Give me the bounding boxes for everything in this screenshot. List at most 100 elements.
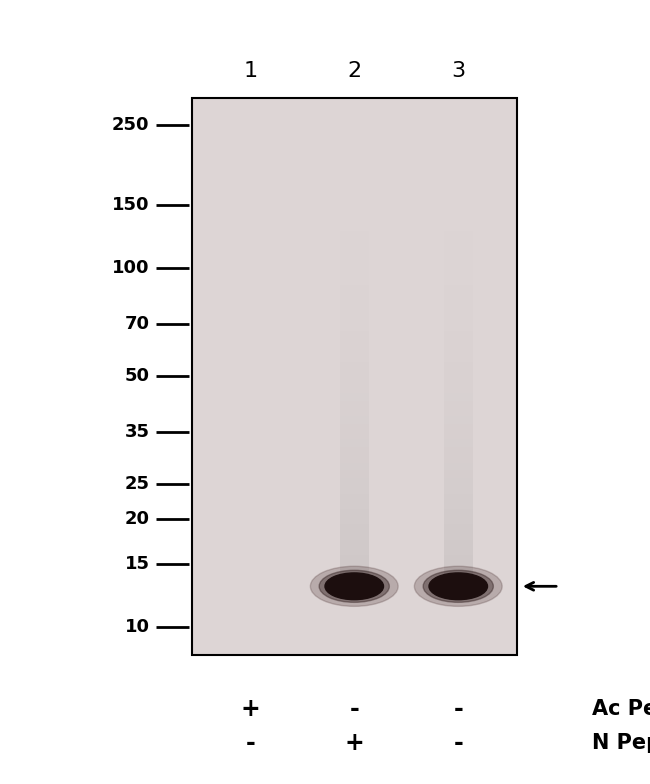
Bar (444, 540, 473, 548)
Ellipse shape (319, 570, 389, 602)
Bar (340, 285, 369, 292)
Text: -: - (349, 697, 359, 720)
Text: 35: 35 (125, 423, 150, 441)
Bar (340, 408, 369, 416)
Ellipse shape (423, 570, 493, 602)
Bar (444, 463, 473, 470)
Bar (340, 571, 369, 579)
Bar (340, 354, 369, 362)
Bar (340, 424, 369, 432)
Bar (340, 540, 369, 548)
Bar (444, 285, 473, 292)
Text: 2: 2 (347, 60, 361, 81)
Bar (340, 463, 369, 470)
Bar (444, 493, 473, 501)
Bar (340, 439, 369, 447)
Bar (340, 262, 369, 270)
Bar (340, 331, 369, 339)
Text: +: + (344, 731, 364, 755)
Text: +: + (240, 697, 260, 720)
Bar (340, 501, 369, 509)
Bar (444, 416, 473, 424)
Bar (444, 393, 473, 401)
Bar (340, 370, 369, 378)
Bar (444, 339, 473, 347)
Text: Ac Peptide: Ac Peptide (592, 699, 650, 719)
Bar (340, 579, 369, 586)
Bar (444, 501, 473, 509)
Bar (340, 270, 369, 277)
Bar (444, 470, 473, 478)
Bar (444, 424, 473, 432)
Bar (444, 362, 473, 370)
Bar (340, 416, 369, 424)
Text: 250: 250 (112, 117, 150, 134)
Bar (340, 378, 369, 385)
Bar (192, 98, 517, 655)
Bar (444, 292, 473, 300)
Ellipse shape (429, 573, 488, 600)
Bar (444, 370, 473, 378)
Bar (340, 563, 369, 571)
Bar (444, 439, 473, 447)
Bar (444, 354, 473, 362)
Bar (340, 524, 369, 532)
Bar (340, 254, 369, 262)
Bar (340, 401, 369, 408)
Bar (340, 517, 369, 524)
Text: -: - (454, 731, 463, 755)
Text: 3: 3 (451, 60, 465, 81)
Bar (444, 408, 473, 416)
Ellipse shape (310, 566, 398, 606)
Bar (340, 532, 369, 540)
Bar (444, 324, 473, 331)
Text: -: - (454, 697, 463, 720)
Bar (444, 432, 473, 439)
Bar (444, 563, 473, 571)
Bar (340, 455, 369, 463)
Bar (444, 246, 473, 254)
Bar (340, 486, 369, 493)
Bar (444, 262, 473, 270)
Bar (444, 532, 473, 540)
Bar (444, 548, 473, 555)
Bar (340, 555, 369, 563)
Bar (340, 308, 369, 316)
Bar (444, 277, 473, 285)
Bar (340, 548, 369, 555)
Text: 70: 70 (125, 315, 150, 333)
Bar (340, 447, 369, 455)
Bar (444, 447, 473, 455)
Bar (444, 331, 473, 339)
Bar (444, 524, 473, 532)
Bar (340, 277, 369, 285)
Text: 25: 25 (125, 475, 150, 493)
Ellipse shape (325, 573, 384, 600)
Text: 100: 100 (112, 260, 150, 278)
Bar (444, 555, 473, 563)
Bar (340, 470, 369, 478)
Bar (340, 324, 369, 331)
Bar (444, 308, 473, 316)
Bar (444, 347, 473, 354)
Bar (444, 486, 473, 493)
Text: 15: 15 (125, 555, 150, 573)
Bar (444, 238, 473, 246)
Bar (444, 300, 473, 308)
Bar (444, 509, 473, 517)
Bar (340, 300, 369, 308)
Bar (444, 455, 473, 463)
Bar (340, 238, 369, 246)
Text: 1: 1 (243, 60, 257, 81)
Bar (340, 339, 369, 347)
Bar (444, 378, 473, 385)
Bar (340, 385, 369, 393)
Text: 10: 10 (125, 619, 150, 636)
Bar (444, 401, 473, 408)
Text: 150: 150 (112, 196, 150, 214)
Bar (340, 432, 369, 439)
Bar (340, 230, 369, 238)
Bar (340, 246, 369, 254)
Bar (340, 316, 369, 324)
Text: 50: 50 (125, 368, 150, 385)
